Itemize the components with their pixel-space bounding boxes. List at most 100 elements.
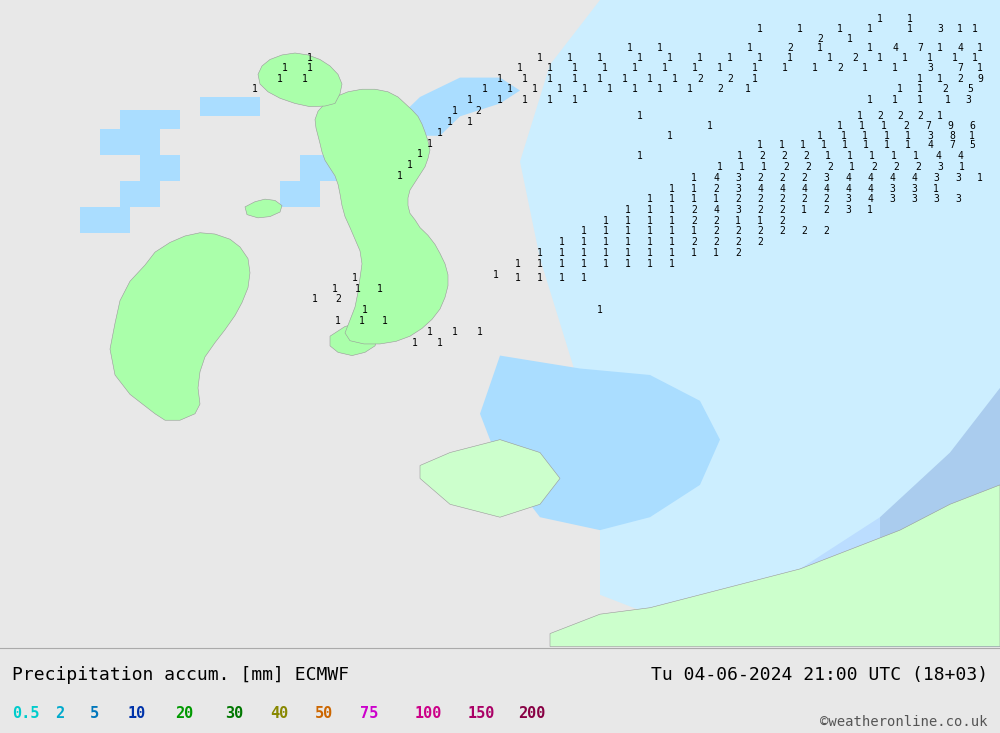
Text: 1: 1	[692, 63, 698, 73]
Text: 1: 1	[637, 111, 643, 122]
Text: 1: 1	[717, 63, 723, 73]
Text: 2: 2	[823, 194, 829, 204]
Text: 10: 10	[128, 707, 146, 721]
Text: 1: 1	[817, 43, 823, 54]
Text: 1: 1	[945, 95, 951, 106]
Text: 1: 1	[737, 152, 743, 161]
Text: 2: 2	[915, 162, 921, 172]
Text: 1: 1	[892, 95, 898, 106]
Text: 1: 1	[603, 237, 609, 248]
Polygon shape	[140, 155, 180, 181]
Text: 2: 2	[735, 194, 741, 204]
Text: 1: 1	[669, 194, 675, 204]
Text: 1: 1	[307, 54, 313, 63]
Text: 1: 1	[837, 121, 843, 131]
Text: 1: 1	[537, 259, 543, 269]
Text: 2: 2	[779, 205, 785, 215]
Text: 1: 1	[352, 273, 358, 283]
Text: 1: 1	[892, 63, 898, 73]
Text: 1: 1	[625, 205, 631, 215]
Text: 1: 1	[847, 152, 853, 161]
Text: 1: 1	[907, 24, 913, 34]
Text: 1: 1	[905, 141, 911, 150]
Text: 1: 1	[522, 74, 528, 84]
Text: 40: 40	[270, 707, 288, 721]
Text: 1: 1	[913, 152, 919, 161]
Text: 1: 1	[977, 43, 983, 54]
Text: 1: 1	[603, 216, 609, 226]
Text: 1: 1	[691, 226, 697, 237]
Text: 3: 3	[937, 24, 943, 34]
Text: 9: 9	[947, 121, 953, 131]
Text: 1: 1	[667, 54, 673, 63]
Text: 1: 1	[581, 226, 587, 237]
Text: 1: 1	[907, 15, 913, 24]
Text: 1: 1	[493, 270, 499, 280]
Polygon shape	[330, 323, 378, 356]
Text: 1: 1	[507, 84, 513, 95]
Text: 3: 3	[955, 173, 961, 183]
Text: 1: 1	[869, 152, 875, 161]
Text: 1: 1	[282, 63, 288, 73]
Polygon shape	[80, 207, 130, 233]
Text: 1: 1	[959, 162, 965, 172]
Text: 2: 2	[691, 237, 697, 248]
Text: 1: 1	[532, 84, 538, 95]
Text: 4: 4	[867, 173, 873, 183]
Polygon shape	[315, 89, 448, 344]
Text: 1: 1	[647, 237, 653, 248]
Text: 1: 1	[647, 216, 653, 226]
Text: 4: 4	[823, 184, 829, 194]
Text: 1: 1	[707, 121, 713, 131]
Text: 1: 1	[517, 63, 523, 73]
Text: 3: 3	[911, 184, 917, 194]
Text: 2: 2	[735, 248, 741, 259]
Text: 1: 1	[559, 273, 565, 283]
Text: 4: 4	[892, 43, 898, 54]
Text: 1: 1	[302, 74, 308, 84]
Text: 1: 1	[842, 141, 848, 150]
Text: ©weatheronline.co.uk: ©weatheronline.co.uk	[820, 715, 988, 729]
Text: 0.5: 0.5	[12, 707, 39, 721]
Text: 1: 1	[412, 338, 418, 347]
Text: 1: 1	[603, 226, 609, 237]
Text: 1: 1	[567, 54, 573, 63]
Text: 4: 4	[957, 43, 963, 54]
Text: 1: 1	[537, 273, 543, 283]
Text: 2: 2	[852, 54, 858, 63]
Polygon shape	[880, 0, 1000, 647]
Polygon shape	[520, 0, 1000, 614]
Text: 1: 1	[691, 184, 697, 194]
Text: 2: 2	[957, 74, 963, 84]
Text: 3: 3	[955, 194, 961, 204]
Text: 5: 5	[90, 707, 99, 721]
Text: 4: 4	[801, 184, 807, 194]
Text: 1: 1	[717, 162, 723, 172]
Text: 1: 1	[657, 84, 663, 95]
Text: 1: 1	[447, 117, 453, 127]
Text: 2: 2	[903, 121, 909, 131]
Text: 1: 1	[672, 74, 678, 84]
Text: 1: 1	[757, 24, 763, 34]
Text: 2: 2	[727, 74, 733, 84]
Text: 1: 1	[547, 63, 553, 73]
Text: 1: 1	[362, 306, 368, 315]
Text: 1: 1	[863, 141, 869, 150]
Text: 1: 1	[972, 54, 978, 63]
Text: 2: 2	[757, 173, 763, 183]
Text: 2: 2	[837, 63, 843, 73]
Text: 1: 1	[691, 173, 697, 183]
Text: 3: 3	[823, 173, 829, 183]
Text: 2: 2	[475, 106, 481, 117]
Text: 1: 1	[537, 248, 543, 259]
Text: 2: 2	[801, 173, 807, 183]
Text: 2: 2	[783, 162, 789, 172]
Text: 4: 4	[713, 173, 719, 183]
Text: 4: 4	[911, 173, 917, 183]
Text: 1: 1	[745, 84, 751, 95]
Text: 1: 1	[933, 184, 939, 194]
Text: 3: 3	[889, 184, 895, 194]
Text: 1: 1	[884, 130, 890, 141]
Text: 2: 2	[942, 84, 948, 95]
Text: 2: 2	[55, 707, 64, 721]
